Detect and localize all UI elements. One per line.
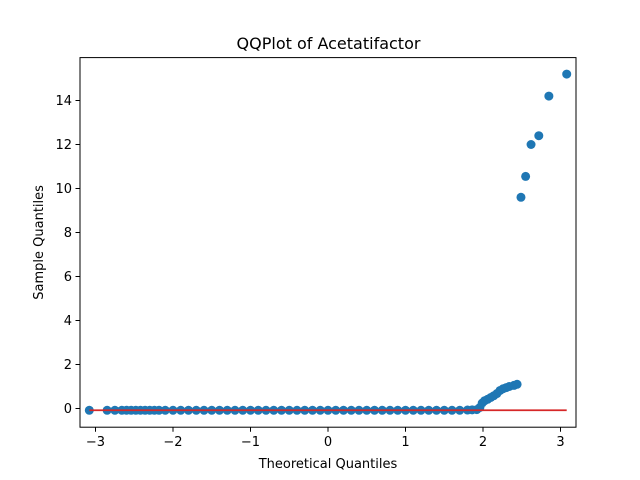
x-tick-label: 1 [401,435,409,450]
x-tick-label: −3 [86,435,105,450]
data-point [526,140,536,149]
y-tick-label: 4 [64,314,72,329]
y-tick-label: 8 [64,226,72,241]
y-tick-label: 10 [55,182,72,197]
plot-area [84,69,572,415]
axes-frame [79,57,577,428]
x-tick-label: −2 [163,435,182,450]
y-tick-label: 6 [64,270,72,285]
y-tick-label: 14 [55,94,72,109]
data-point [534,131,544,141]
data-point [521,171,531,181]
y-axis-label: Sample Quantiles [32,185,47,300]
data-point [516,192,526,202]
data-point [512,379,522,389]
x-tick-label: 3 [556,435,564,450]
y-axis: 0 2 4 6 8 10 12 14 [55,94,80,417]
y-tick-label: 0 [64,402,72,417]
data-point [562,69,572,79]
x-axis-label: Theoretical Quantiles [258,457,398,472]
x-tick-label: 0 [324,435,332,450]
x-tick-label: 2 [479,435,487,450]
data-point [544,91,554,101]
x-axis: −3 −2 −1 0 1 2 3 [86,427,565,450]
y-tick-label: 12 [55,138,72,153]
y-tick-label: 2 [64,358,72,373]
x-tick-label: −1 [241,435,260,450]
chart-title: QQPlot of Acetatifactor [237,34,421,53]
